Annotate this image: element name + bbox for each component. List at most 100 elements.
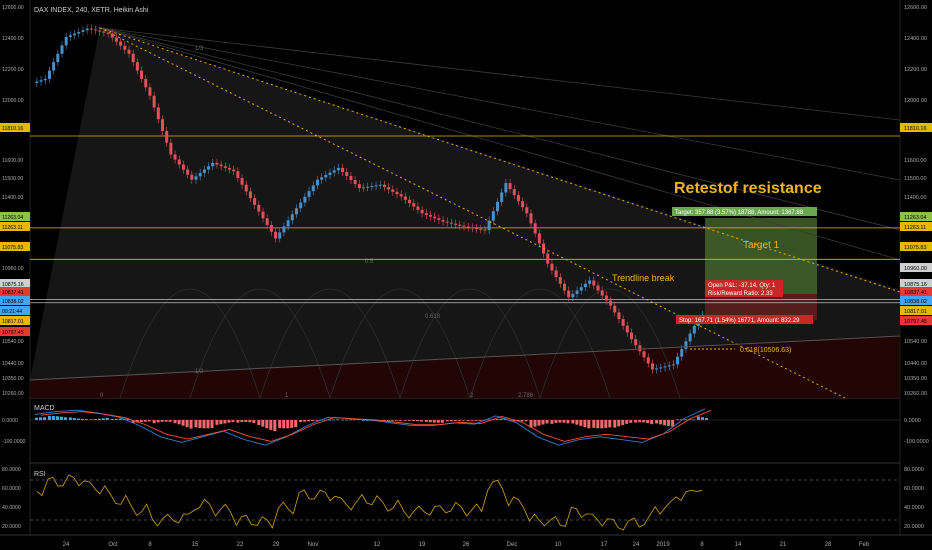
candle-body [563, 283, 566, 291]
time-axis-tick: Feb [859, 542, 870, 548]
macd-histogram-bar [495, 419, 499, 420]
fan-label: 0.618 [425, 314, 441, 320]
macd-histogram-bar [667, 420, 671, 427]
candle-body [282, 226, 286, 233]
left-axis-badge [0, 212, 30, 221]
macd-histogram-bar [168, 420, 172, 422]
candle-body [181, 164, 185, 170]
macd-histogram-bar [252, 420, 256, 423]
macd-histogram-bar [545, 420, 549, 424]
candle-body [512, 189, 516, 196]
macd-histogram-bar [445, 420, 449, 422]
macd-histogram-bar [303, 420, 307, 422]
candle-body [77, 31, 81, 34]
candle-body [462, 225, 466, 227]
candle-body [56, 53, 60, 63]
right-axis-tick: 10817.01 [904, 309, 927, 315]
candle-body [600, 290, 604, 296]
macd-histogram-bar [608, 420, 612, 428]
time-axis-tick: 8 [700, 542, 704, 548]
candle-body [399, 194, 403, 197]
macd-histogram-bar [659, 420, 663, 425]
macd-histogram-bar [173, 420, 177, 424]
macd-histogram-bar [244, 420, 248, 422]
candle-body [449, 222, 453, 224]
macd-histogram-bar [398, 420, 402, 421]
macd-signal-line [40, 410, 712, 442]
candle-body [345, 171, 349, 176]
left-axis-badge [0, 296, 30, 305]
right-axis-tick: 12400.00 [904, 36, 927, 42]
fib-label: 0.618(10506.63) [740, 347, 791, 354]
macd-histogram-bar [390, 420, 394, 421]
right-axis-tick: 11400.00 [904, 195, 927, 201]
macd-axis-tick: 0.0000 [904, 418, 921, 424]
open-box [705, 280, 783, 297]
right-axis-badge [900, 212, 932, 221]
macd-histogram-bar [143, 420, 147, 422]
macd-histogram-bar [101, 418, 105, 420]
macd-histogram-bar [177, 420, 181, 425]
candle-body [403, 196, 407, 200]
macd-histogram-bar [80, 418, 84, 420]
macd-histogram-bar [97, 418, 101, 420]
rsi-left-tick: 60.0000 [2, 486, 21, 492]
candle-body [546, 253, 550, 264]
fan-arc [189, 288, 331, 399]
macd-histogram-bar [39, 417, 42, 420]
right-axis-tick: 11263.11 [904, 225, 926, 231]
right-axis-badge [900, 222, 932, 231]
macd-histogram-bar [638, 420, 642, 423]
macd-histogram-bar [332, 419, 336, 421]
left-axis-tick: 00:21:44 [2, 309, 22, 315]
candle-body [261, 211, 265, 219]
macd-histogram-bar [299, 420, 303, 423]
right-axis-tick: 10838.02 [904, 299, 927, 305]
left-axis-tick: 11075.83 [2, 245, 23, 251]
macd-axis-tick: -100.0000 [904, 439, 929, 445]
candle-body [211, 162, 215, 167]
candle-body [609, 300, 613, 306]
macd-histogram-bar [680, 419, 684, 421]
macd-histogram-bar [617, 420, 621, 427]
macd-histogram-bar [135, 420, 139, 423]
candle-body [429, 214, 432, 217]
candle-body [102, 31, 106, 33]
left-axis-tick: 11600.00 [2, 158, 23, 164]
candle-body [521, 201, 525, 208]
macd-histogram-bar [382, 420, 386, 421]
macd-histogram-bar [210, 420, 214, 428]
time-axis-tick: 29 [273, 542, 280, 548]
macd-histogram-bar [353, 419, 357, 421]
fan-label: 1/3 [195, 46, 204, 52]
macd-histogram-bar [650, 420, 654, 425]
left-axis-tick: 10260.00 [2, 391, 24, 397]
macd-histogram-bar [424, 420, 428, 422]
left-axis-tick: 12000.00 [2, 98, 24, 104]
macd-histogram-bar [147, 420, 151, 422]
lower-trendline [99, 27, 846, 399]
candle-body [655, 368, 659, 370]
candle-body [441, 219, 445, 222]
macd-histogram-bar [126, 418, 130, 420]
candle-body [496, 201, 499, 212]
rsi-axis-tick: 20.0000 [904, 524, 924, 530]
time-axis-tick: 22 [237, 542, 244, 548]
candle-body [265, 218, 269, 226]
right-axis-tick: 10960.00 [904, 266, 927, 272]
candle-body [491, 211, 495, 221]
fan-zone [30, 28, 900, 380]
rsi-label: RSI [34, 471, 46, 478]
time-axis-tick: 26 [463, 542, 470, 548]
candle-body [89, 28, 93, 30]
time-axis-tick: 21 [780, 542, 787, 548]
macd-histogram-bar [394, 420, 398, 421]
candle-body [324, 174, 328, 178]
left-axis-badge [0, 306, 30, 315]
fan-line [99, 27, 901, 121]
candle-body [232, 169, 236, 172]
time-axis-tick: 24 [63, 542, 70, 548]
right-axis-badge [900, 287, 932, 296]
time-axis-tick: Nov [308, 542, 319, 548]
